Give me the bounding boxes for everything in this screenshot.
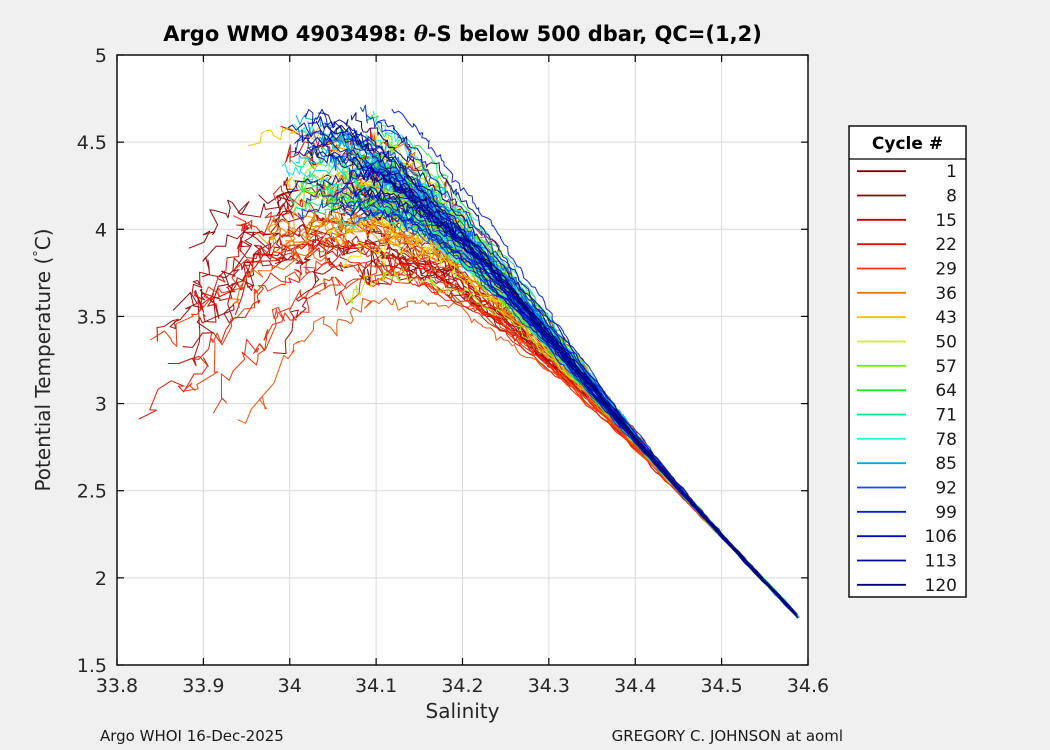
y-tick-label: 4: [95, 219, 107, 241]
x-tick-label: 34.1: [355, 675, 397, 697]
legend-entry-label: 78: [935, 430, 957, 450]
y-tick-label: 3: [95, 394, 107, 416]
legend-box[interactable]: [848, 125, 967, 598]
legend-entry-label: 50: [935, 333, 957, 353]
x-tick-label: 33.9: [182, 675, 224, 697]
legend-entry-label: 15: [935, 211, 957, 231]
legend-entry-label: 106: [925, 527, 957, 547]
legend-entry-label: 120: [925, 576, 957, 596]
y-tick-label: 2.5: [77, 481, 107, 503]
y-tick-label: 3.5: [77, 306, 107, 328]
chart-title: Argo WMO 4903498: θ-S below 500 dbar, QC…: [163, 21, 762, 46]
legend-entry-label: 71: [935, 406, 957, 426]
x-tick-label: 34.4: [614, 675, 656, 697]
legend-entry-label: 99: [935, 503, 957, 523]
theta-s-trace: [237, 297, 798, 617]
x-tick-label: 34.3: [528, 675, 570, 697]
y-tick-label: 5: [95, 45, 107, 67]
footer-left: Argo WHOI 16-Dec-2025: [100, 727, 284, 745]
legend-entry-label: 36: [935, 284, 957, 304]
y-tick-label: 4.5: [77, 132, 107, 154]
theta-s-trace: [360, 170, 796, 613]
legend-entry-label: 57: [935, 357, 957, 377]
legend-entry-label: 29: [935, 260, 957, 280]
y-tick-label: 2: [95, 568, 107, 590]
theta-s-trace: [317, 116, 797, 616]
legend-entry-label: 64: [935, 381, 957, 401]
legend-entry-label: 113: [925, 552, 957, 572]
data-traces: [138, 104, 800, 619]
theta-s-trace: [350, 112, 799, 619]
theta-s-trace: [150, 232, 795, 614]
legend-entry-label: 1: [946, 162, 957, 182]
legend-entry-label: 92: [935, 479, 957, 499]
legend-entry-label: 43: [935, 308, 957, 328]
legend-entry-label: 85: [935, 454, 957, 474]
theta-s-trace: [391, 108, 794, 612]
x-tick-label: 34.6: [787, 675, 829, 697]
x-tick-label: 34: [278, 675, 302, 697]
legend-entry-label: 8: [946, 187, 957, 207]
x-tick-label: 34.5: [700, 675, 742, 697]
y-axis-label: Potential Temperature (°C): [31, 228, 55, 491]
footer-right: GREGORY C. JOHNSON at aoml: [612, 727, 843, 745]
theta-s-trace: [227, 235, 794, 612]
legend-title: Cycle #: [872, 134, 943, 154]
x-axis-label: Salinity: [426, 699, 500, 723]
x-tick-label: 33.8: [96, 675, 138, 697]
x-tick-label: 34.2: [441, 675, 483, 697]
y-tick-label: 1.5: [77, 655, 107, 677]
plot-axis-box: [116, 54, 809, 666]
legend-entry-label: 22: [935, 235, 957, 255]
